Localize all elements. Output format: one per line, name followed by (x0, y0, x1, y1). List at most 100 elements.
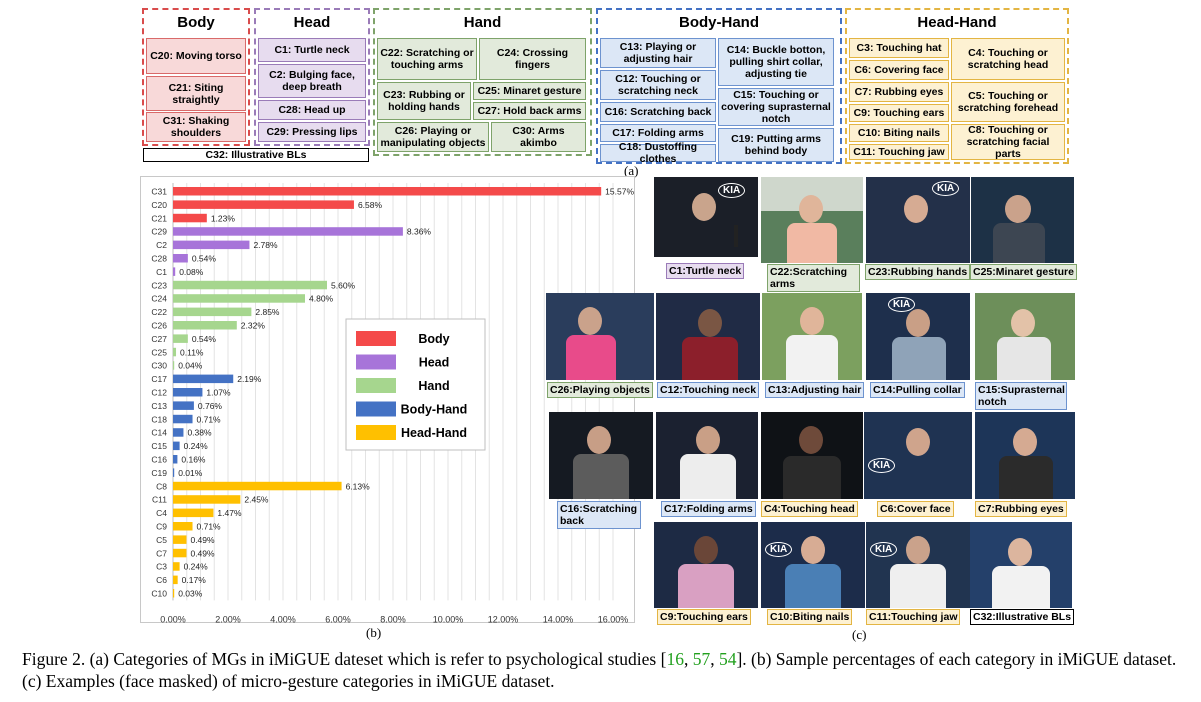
category-c10: C10: Biting nails (849, 124, 949, 142)
example-photo-c10: KIA (761, 522, 865, 608)
chart-bars (173, 187, 602, 598)
category-label: C13 (151, 401, 167, 411)
example-photo-c26 (546, 293, 654, 380)
group-head-hand: Head-Hand C3: Touching hat C4: Touching … (845, 8, 1069, 164)
category-label: C25 (151, 347, 167, 357)
category-c27: C27: Hold back arms (473, 102, 586, 120)
person-body (999, 456, 1053, 499)
bar-c14 (173, 428, 184, 437)
bar-c25 (173, 347, 177, 357)
bar-c16 (173, 455, 178, 464)
category-c26: C26: Playing or manipulating objects (377, 122, 489, 152)
category-c32: C32: Illustrative BLs (143, 148, 369, 162)
bar-c27 (173, 334, 188, 343)
value-label: 0.76% (198, 401, 223, 411)
kia-logo: KIA (765, 542, 793, 557)
category-label: C28 (151, 254, 167, 264)
example-photo-c15 (975, 293, 1075, 380)
category-c11: C11: Touching jaw (849, 144, 949, 160)
x-tick-label: 2.00% (215, 614, 241, 624)
masked-face (906, 428, 930, 456)
person-body (890, 564, 946, 608)
percentage-bar-chart: C31C20C21C29C2C28C1C23C24C22C26C27C25C30… (140, 176, 635, 624)
caption-suffix: ]. (b) Sample percentages of each catego… (22, 649, 1177, 691)
bar-c30 (173, 361, 175, 370)
category-label: C29 (151, 227, 167, 237)
masked-face (906, 309, 930, 337)
category-c19: C19: Putting arms behind body (718, 128, 834, 162)
example-photo-c23: KIA (866, 177, 970, 263)
value-label: 0.49% (190, 535, 215, 545)
category-label: C30 (151, 361, 167, 371)
caption-prefix: Figure 2. (a) Categories of MGs in iMiGU… (22, 649, 667, 669)
example-photo-c1: KIA (654, 177, 758, 257)
bar-c19 (173, 468, 175, 477)
example-photo-c9 (654, 522, 758, 608)
value-label: 6.13% (346, 481, 371, 491)
legend-label: Body-Hand (401, 403, 468, 417)
bar-c1 (173, 267, 176, 276)
masked-face (801, 536, 825, 564)
example-photo-c25 (971, 177, 1074, 263)
value-label: 0.17% (182, 575, 207, 585)
value-label: 0.08% (179, 267, 204, 277)
example-photo-c12 (656, 293, 760, 380)
person-body (997, 337, 1051, 380)
value-label: 2.19% (237, 374, 262, 384)
group-title-head: Head (293, 14, 331, 31)
person-body (566, 335, 616, 380)
x-tick-label: 4.00% (270, 614, 296, 624)
citation-link-54[interactable]: 54 (718, 649, 737, 669)
x-tick-label: 12.00% (488, 614, 519, 624)
category-c20: C20: Moving torso (146, 38, 246, 74)
bar-c15 (173, 441, 180, 451)
value-label: 0.54% (192, 334, 217, 344)
category-c15: C15: Touching or covering suprasternal n… (718, 88, 834, 126)
value-label: 0.01% (178, 468, 203, 478)
example-photo-c32 (970, 522, 1072, 608)
citation-link-16[interactable]: 16 (666, 649, 684, 669)
kia-logo: KIA (888, 297, 916, 312)
category-c7: C7: Rubbing eyes (849, 82, 949, 102)
citation-link-57[interactable]: 57 (692, 649, 711, 669)
category-label: C4 (156, 508, 167, 518)
category-label: C18 (151, 414, 167, 424)
masked-face (906, 536, 930, 564)
caption-c4: C4:Touching head (761, 501, 858, 517)
category-label: C10 (151, 589, 167, 599)
bar-c31 (173, 187, 602, 196)
category-label: C15 (151, 441, 167, 451)
bar-c5 (173, 535, 187, 544)
person-body (892, 337, 946, 380)
caption-c14: C14:Pulling collar (870, 382, 965, 398)
bar-c12 (173, 388, 203, 397)
category-c8: C8: Touching or scratching facial parts (951, 124, 1065, 160)
caption-c16: C16:Scratching back (557, 501, 641, 529)
masked-face (698, 309, 722, 337)
category-label: C16 (151, 455, 167, 465)
category-c28: C28: Head up (258, 100, 366, 120)
value-label: 8.36% (407, 227, 432, 237)
x-tick-label: 6.00% (325, 614, 351, 624)
category-c12: C12: Touching or scratching neck (600, 70, 716, 100)
microphone (734, 225, 738, 247)
value-label: 2.32% (241, 321, 266, 331)
example-photo-c11: KIA (866, 522, 970, 608)
group-body: Body C20: Moving torso C21: Siting strai… (142, 8, 250, 146)
legend-label: Head (419, 356, 450, 370)
category-c6: C6: Covering face (849, 60, 949, 80)
bar-c13 (173, 401, 194, 410)
person-body (993, 223, 1045, 263)
masked-face (587, 426, 611, 454)
masked-face (1011, 309, 1035, 337)
bar-c21 (173, 213, 207, 223)
value-label: 0.71% (197, 414, 222, 424)
category-c29: C29: Pressing lips (258, 122, 366, 142)
panel-label-b: (b) (366, 625, 382, 640)
group-title-hand: Hand (463, 14, 502, 31)
caption-c6: C6:Cover face (877, 501, 954, 517)
category-label: C6 (156, 575, 167, 585)
caption-c23: C23:Rubbing hands (865, 264, 971, 280)
value-label: 0.11% (180, 347, 204, 357)
value-label: 2.45% (244, 495, 269, 505)
